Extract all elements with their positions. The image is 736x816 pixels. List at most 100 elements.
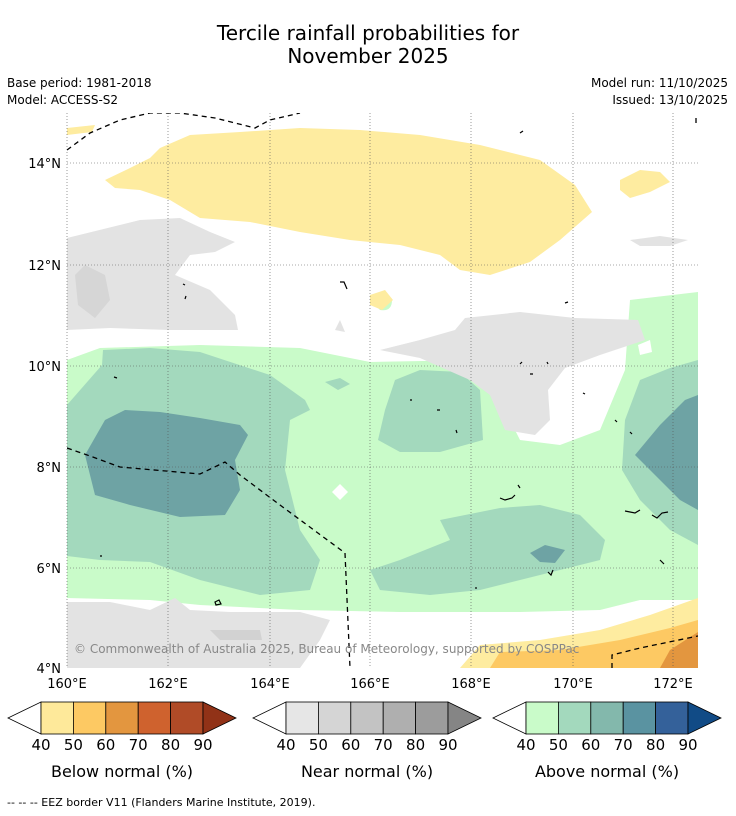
eez-border-west <box>67 447 351 668</box>
lat-label: 10°N <box>28 360 61 375</box>
colorbar-swatch <box>350 701 384 735</box>
gridlines <box>66 113 698 668</box>
near-normal-40-50-northeast <box>630 236 688 246</box>
colorbar-tick-label: 90 <box>438 736 457 754</box>
colorbar-swatch <box>655 701 689 735</box>
colorbar-swatch <box>590 701 624 735</box>
near-normal-40-50-south <box>67 598 330 668</box>
below-normal-60-70-south <box>660 632 698 668</box>
model-name: Model: ACCESS-S2 <box>7 93 119 107</box>
colorbar-tick-label: 80 <box>646 736 665 754</box>
lon-label: 172°E <box>653 677 693 692</box>
colorbar-label-above: Above normal (%) <box>534 762 680 781</box>
colorbar-swatch <box>317 701 352 735</box>
island-7 <box>100 376 118 557</box>
meta-left: Base period: 1981-2018 Model: ACCESS-S2 <box>7 75 152 109</box>
island-2 <box>340 281 348 290</box>
colorbar-swatch <box>40 701 74 735</box>
colorbar-below-normal: 40 50 60 70 80 90 <box>7 701 237 754</box>
issued-date: Issued: 13/10/2025 <box>612 93 728 107</box>
colorbar-overflow-triangle <box>687 701 722 735</box>
island-12 <box>214 599 222 606</box>
above-normal-60-70-south <box>530 545 565 563</box>
colorbar-tick-label: 80 <box>161 736 180 754</box>
lon-label: 166°E <box>350 677 390 692</box>
colorbar-swatch <box>73 701 107 735</box>
colorbar-tick-label: 90 <box>678 736 697 754</box>
colorbar-tick-label: 60 <box>96 736 115 754</box>
above-normal-50-60-south <box>370 505 605 595</box>
near-normal-40-50-inner-west <box>75 265 110 318</box>
colorbar-label-near: Near normal (%) <box>300 762 434 781</box>
above-normal-50-60-islet <box>325 378 350 390</box>
island-3 <box>182 283 187 300</box>
colorbar-underflow-triangle <box>252 701 287 735</box>
lon-label: 170°E <box>553 677 593 692</box>
lon-label: 164°E <box>250 677 290 692</box>
colorbar-tick-label: 40 <box>276 736 295 754</box>
eez-border-southeast <box>611 635 698 668</box>
island-5 <box>519 361 549 375</box>
colorbar-swatch <box>105 701 139 735</box>
near-normal-40-50-islet <box>335 320 345 332</box>
lat-label: 6°N <box>37 562 62 577</box>
colorbar-tick-label: 70 <box>614 736 633 754</box>
above-normal-60-70-east <box>635 395 698 510</box>
probability-shading <box>67 125 698 668</box>
colorbar-tick-label: 40 <box>516 736 535 754</box>
near-normal-40-50-west <box>67 218 238 330</box>
below-normal-40-50-islet <box>370 290 393 310</box>
below-normal-40-50-north <box>105 128 592 275</box>
colorbar-tick-label: 70 <box>129 736 148 754</box>
colorbar-swatch <box>525 701 559 735</box>
island-4 <box>564 301 569 304</box>
colorbar-tick-label: 50 <box>549 736 568 754</box>
model-run: Model run: 11/10/2025 <box>590 76 728 90</box>
lon-labels: 160°E 162°E 164°E 166°E 168°E 170°E 172°… <box>47 677 693 692</box>
lat-label: 14°N <box>28 157 61 172</box>
colorbar-overflow-triangle <box>447 701 482 735</box>
below-normal-40-50-northeast <box>620 170 670 198</box>
above-normal-60-70-west <box>85 410 248 517</box>
title-line-1: Tercile rainfall probabilities for <box>216 21 520 45</box>
copyright-notice: © Commonwealth of Australia 2025, Bureau… <box>74 642 579 656</box>
colorbar-tick-label: 70 <box>374 736 393 754</box>
island-9 <box>582 392 633 435</box>
below-normal-50-60-south <box>490 620 698 668</box>
colorbar-underflow-triangle <box>492 701 527 735</box>
colorbar-label-below: Below normal (%) <box>50 762 194 781</box>
colorbar-overflow-triangle <box>202 701 237 735</box>
colorbar-tick-label: 80 <box>406 736 425 754</box>
near-normal-40-50-central <box>380 312 645 435</box>
lat-label: 8°N <box>37 461 62 476</box>
base-period: Base period: 1981-2018 <box>7 76 152 90</box>
colorbar-tick-label: 90 <box>193 736 212 754</box>
colorbar-near-normal: 40 50 60 70 80 90 <box>252 701 482 754</box>
lon-label: 168°E <box>451 677 491 692</box>
colorbar-tick-label: 50 <box>309 736 328 754</box>
colorbar-tick-label: 50 <box>64 736 83 754</box>
map-hole-1 <box>332 484 348 500</box>
colorbar-swatch <box>137 701 171 735</box>
colorbar-tick-label: 60 <box>581 736 600 754</box>
colorbar-swatch <box>382 701 417 735</box>
lat-label: 12°N <box>28 259 61 274</box>
colorbar-swatch <box>415 701 449 735</box>
colorbar-underflow-triangle <box>7 701 42 735</box>
eez-border-north <box>67 113 301 151</box>
title-line-2: November 2025 <box>287 44 449 68</box>
lat-label: 4°N <box>37 662 62 677</box>
island-6 <box>410 399 458 434</box>
colorbar-swatch <box>558 701 592 735</box>
colorbar-swatch <box>170 701 204 735</box>
lon-label: 160°E <box>47 677 87 692</box>
island-10 <box>624 509 669 519</box>
colorbar-tick-label: 60 <box>341 736 360 754</box>
colorbar-swatch <box>285 701 319 735</box>
lat-labels: 14°N 12°N 10°N 8°N 6°N 4°N <box>28 157 61 677</box>
island-11 <box>547 559 665 577</box>
lon-label: 162°E <box>148 677 188 692</box>
near-normal-40-50-south-inner <box>210 630 262 640</box>
island-1 <box>519 130 524 134</box>
colorbar-above-normal: 40 50 60 70 80 90 <box>492 701 722 754</box>
